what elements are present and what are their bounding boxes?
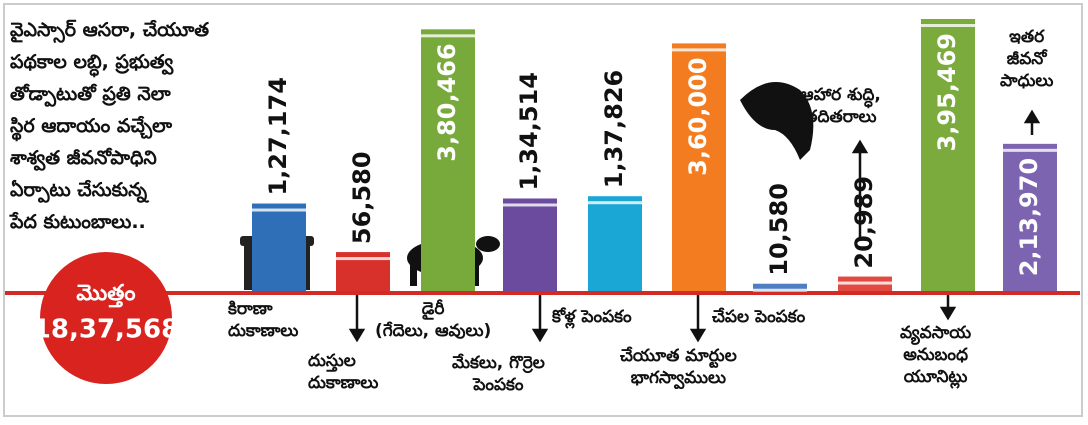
value-label: 3,95,469 <box>933 33 961 151</box>
value-label: 3,80,466 <box>433 43 461 161</box>
fish-icon <box>740 82 814 160</box>
category-label: వ్యవసాయ అనుబంధ యూనిట్లు <box>900 323 972 387</box>
bar-highlight <box>503 203 557 207</box>
bar-highlight <box>1003 148 1057 152</box>
bar-highlight <box>421 34 475 38</box>
total-label: మొత్తం <box>76 281 135 308</box>
category-label: చేయూత మార్టుల భాగస్వాములు <box>620 346 737 388</box>
total-value: 18,37,568 <box>33 315 179 345</box>
value-label: 56,580 <box>348 151 376 244</box>
category-label: దుస్తుల దుకాణాలు <box>308 351 379 393</box>
bar <box>921 19 975 291</box>
bar <box>753 283 807 291</box>
total-circle <box>40 252 172 384</box>
value-label: 3,60,000 <box>684 57 712 175</box>
arrows <box>348 109 1041 343</box>
category-label: డైరీ (గేదెలు, ఆవులు) <box>375 299 492 341</box>
category-label: మేకలు, గొర్రెల పెంపకం <box>452 353 545 395</box>
bar-highlight <box>336 257 390 261</box>
value-label: 1,27,174 <box>264 77 292 195</box>
intro-text: వైఎస్సార్ ఆసరా, చేయూత పథకాల లబ్ధి, ప్రభు… <box>10 19 210 233</box>
bar-highlight <box>588 201 642 205</box>
bar <box>588 196 642 291</box>
value-label: 20,989 <box>850 176 878 269</box>
value-label: 1,37,826 <box>600 70 628 188</box>
value-label: 2,13,970 <box>1015 158 1043 276</box>
category-label: చేపల పెంపకం <box>712 307 806 327</box>
frame <box>3 3 1083 417</box>
bar <box>672 43 726 291</box>
bar-highlight <box>252 208 306 212</box>
value-label: 10,580 <box>765 183 793 276</box>
category-label: కోళ్ల పెంపకం <box>552 307 632 327</box>
bar <box>1003 143 1057 291</box>
bar-highlight <box>921 24 975 27</box>
bar <box>421 29 475 291</box>
category-label: ఇతర జీవనో పాధులు <box>1000 27 1054 91</box>
bar-highlight <box>672 48 726 52</box>
category-label: ఆహార శుద్ధి, తదితరాలు <box>800 85 881 127</box>
category-label: కిరాణా దుకాణాలు <box>228 299 299 341</box>
bar-highlight <box>753 288 807 292</box>
bar-highlight <box>838 281 892 285</box>
bar <box>503 198 557 291</box>
bar <box>252 203 306 291</box>
value-label: 1,34,514 <box>515 72 543 190</box>
